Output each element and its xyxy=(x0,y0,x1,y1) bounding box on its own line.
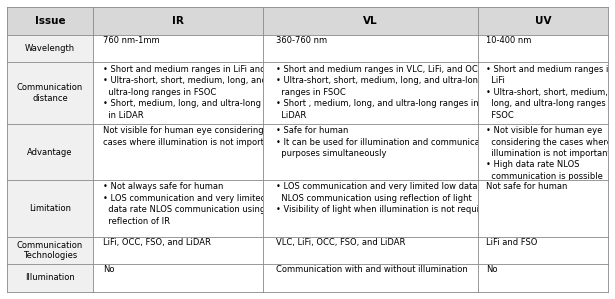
Text: LiFi, OCC, FSO, and LiDAR: LiFi, OCC, FSO, and LiDAR xyxy=(103,238,211,247)
Text: No: No xyxy=(486,265,498,274)
Text: Not visible for human eye considering the
cases where illumination is not import: Not visible for human eye considering th… xyxy=(103,126,280,147)
Text: IR: IR xyxy=(172,16,184,26)
Text: Communication
Technologies: Communication Technologies xyxy=(17,241,83,260)
Text: Issue: Issue xyxy=(34,16,65,26)
Text: • Short and medium ranges in LiFi and OCC
• Ultra-short, short, medium, long, an: • Short and medium ranges in LiFi and OC… xyxy=(103,65,293,120)
Text: • Not visible for human eye
  considering the cases where
  illumination is not : • Not visible for human eye considering … xyxy=(486,126,612,181)
Text: 760 nm-1mm: 760 nm-1mm xyxy=(103,36,159,45)
Text: 360-760 nm: 360-760 nm xyxy=(276,36,327,45)
Text: • Not always safe for human
• LOS communication and very limited low
  data rate: • Not always safe for human • LOS commun… xyxy=(103,182,283,226)
Text: LiFi and FSO: LiFi and FSO xyxy=(486,238,537,247)
Text: • LOS communication and very limited low data rate
  NLOS communication using re: • LOS communication and very limited low… xyxy=(276,182,497,214)
Text: Communication
distance: Communication distance xyxy=(17,83,83,103)
Text: No: No xyxy=(103,265,114,274)
Text: Not safe for human: Not safe for human xyxy=(486,182,567,191)
Text: • Short and medium ranges in VLC, LiFi, and OCC
• Ultra-short, short, medium, lo: • Short and medium ranges in VLC, LiFi, … xyxy=(276,65,483,120)
Text: UV: UV xyxy=(534,16,551,26)
Text: Limitation: Limitation xyxy=(29,204,71,213)
Text: Communication with and without illumination: Communication with and without illuminat… xyxy=(276,265,468,274)
Text: • Short and medium ranges in
  LiFi
• Ultra-short, short, medium,
  long, and ul: • Short and medium ranges in LiFi • Ultr… xyxy=(486,65,615,120)
Text: Advantage: Advantage xyxy=(27,147,73,156)
Text: VL: VL xyxy=(363,16,378,26)
Text: • Safe for human
• It can be used for illumination and communication
  purposes : • Safe for human • It can be used for il… xyxy=(276,126,496,158)
Text: Wavelength: Wavelength xyxy=(25,44,75,53)
Text: Illumination: Illumination xyxy=(25,273,75,282)
Text: 10-400 nm: 10-400 nm xyxy=(486,36,531,45)
Text: VLC, LiFi, OCC, FSO, and LiDAR: VLC, LiFi, OCC, FSO, and LiDAR xyxy=(276,238,405,247)
